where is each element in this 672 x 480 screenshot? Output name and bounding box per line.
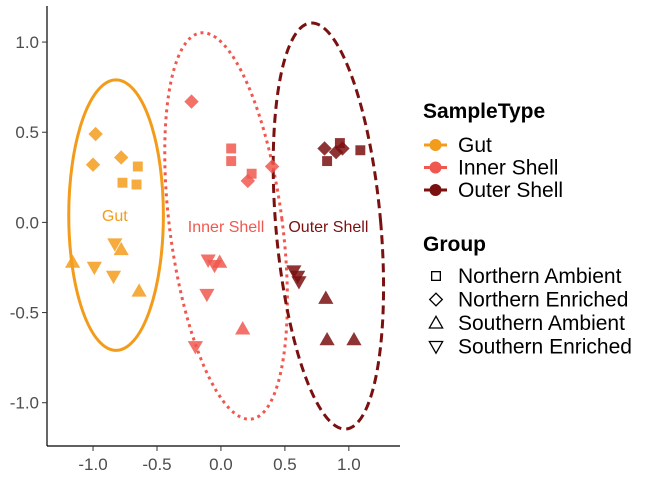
point-outer-shell-0 [317, 141, 332, 156]
point-gut-6 [64, 254, 81, 268]
ellipse-outer-shell [271, 21, 386, 431]
point-gut-5 [131, 179, 142, 190]
legend-group-label: Southern Ambient [458, 312, 625, 335]
point-inner-shell-0 [184, 94, 199, 109]
legend-group-label: Southern Enriched [458, 336, 632, 359]
point-outer-shell-4 [355, 145, 366, 156]
legend-title-group: Group [423, 233, 486, 256]
legend-sampletype-label: Inner Shell [458, 157, 558, 180]
x-tick-label: 0.5 [273, 455, 297, 474]
point-gut-0 [88, 126, 103, 142]
point-outer-shell-7 [319, 332, 335, 346]
legend-group-label: Northern Ambient [458, 265, 622, 288]
point-inner-shell-4 [226, 156, 237, 167]
legend-title-sampletype: SampleType [423, 100, 545, 123]
point-inner-shell-1 [240, 173, 256, 189]
legend-diamond-icon [428, 292, 444, 307]
point-gut-2 [113, 150, 129, 165]
x-tick-label: -0.5 [142, 455, 171, 474]
ellipse-labels: Gut Inner Shell Outer Shell [102, 208, 369, 236]
point-gut-4 [117, 177, 128, 188]
point-gut-9 [107, 238, 123, 252]
x-ticks: -1.0 -0.5 0.0 0.5 1.0 [78, 446, 361, 474]
point-inner-shell-2 [264, 159, 280, 174]
axes [46, 6, 400, 447]
y-tick-label: 0.0 [15, 213, 39, 232]
point-inner-shell-7 [235, 321, 251, 335]
point-outer-shell-6 [318, 290, 334, 304]
ellipse-inner-shell [163, 31, 289, 421]
point-gut-1 [85, 157, 101, 172]
ellipse-gut [67, 78, 165, 352]
point-gut-10 [86, 261, 102, 276]
ellipse-label-outer-shell: Outer Shell [288, 219, 368, 236]
y-tick-label: -1.0 [10, 394, 39, 413]
y-tick-label: -0.5 [10, 304, 39, 323]
x-tick-label: 1.0 [337, 455, 361, 474]
legend-square-icon [431, 271, 441, 281]
point-outer-shell-11 [291, 276, 307, 290]
legend-triangle-up-icon [428, 315, 444, 329]
ellipse-label-inner-shell: Inner Shell [188, 219, 265, 236]
point-gut-8 [131, 283, 147, 297]
point-inner-shell-9 [206, 259, 223, 274]
confidence-ellipses [67, 21, 386, 431]
legend-triangle-down-icon [428, 340, 444, 355]
point-outer-shell-5 [322, 156, 333, 167]
legend-key-dot [429, 184, 442, 196]
point-gut-3 [132, 161, 143, 172]
legend-key-dot [429, 161, 442, 174]
point-inner-shell-5 [246, 168, 257, 179]
point-outer-shell-3 [334, 138, 345, 149]
point-gut-11 [105, 270, 122, 285]
y-tick-label: 1.0 [15, 33, 39, 52]
data-points [64, 94, 366, 355]
point-inner-shell-3 [226, 143, 237, 154]
x-tick-label: 0.0 [209, 455, 233, 474]
legend-sampletype-label: Gut [458, 134, 492, 157]
legend-group-label: Northern Enriched [458, 289, 628, 312]
legend-sampletype-label: Outer Shell [458, 179, 563, 202]
point-inner-shell-10 [199, 288, 215, 303]
legend-key-dot [429, 139, 442, 151]
point-inner-shell-11 [187, 341, 203, 355]
y-ticks: 1.0 0.5 0.0 -0.5 -1.0 [10, 33, 47, 413]
ellipse-label-gut: Gut [102, 208, 128, 225]
point-outer-shell-8 [346, 332, 362, 346]
x-tick-label: -1.0 [78, 455, 107, 474]
point-gut-7 [113, 241, 129, 256]
y-tick-label: 0.5 [15, 123, 39, 142]
